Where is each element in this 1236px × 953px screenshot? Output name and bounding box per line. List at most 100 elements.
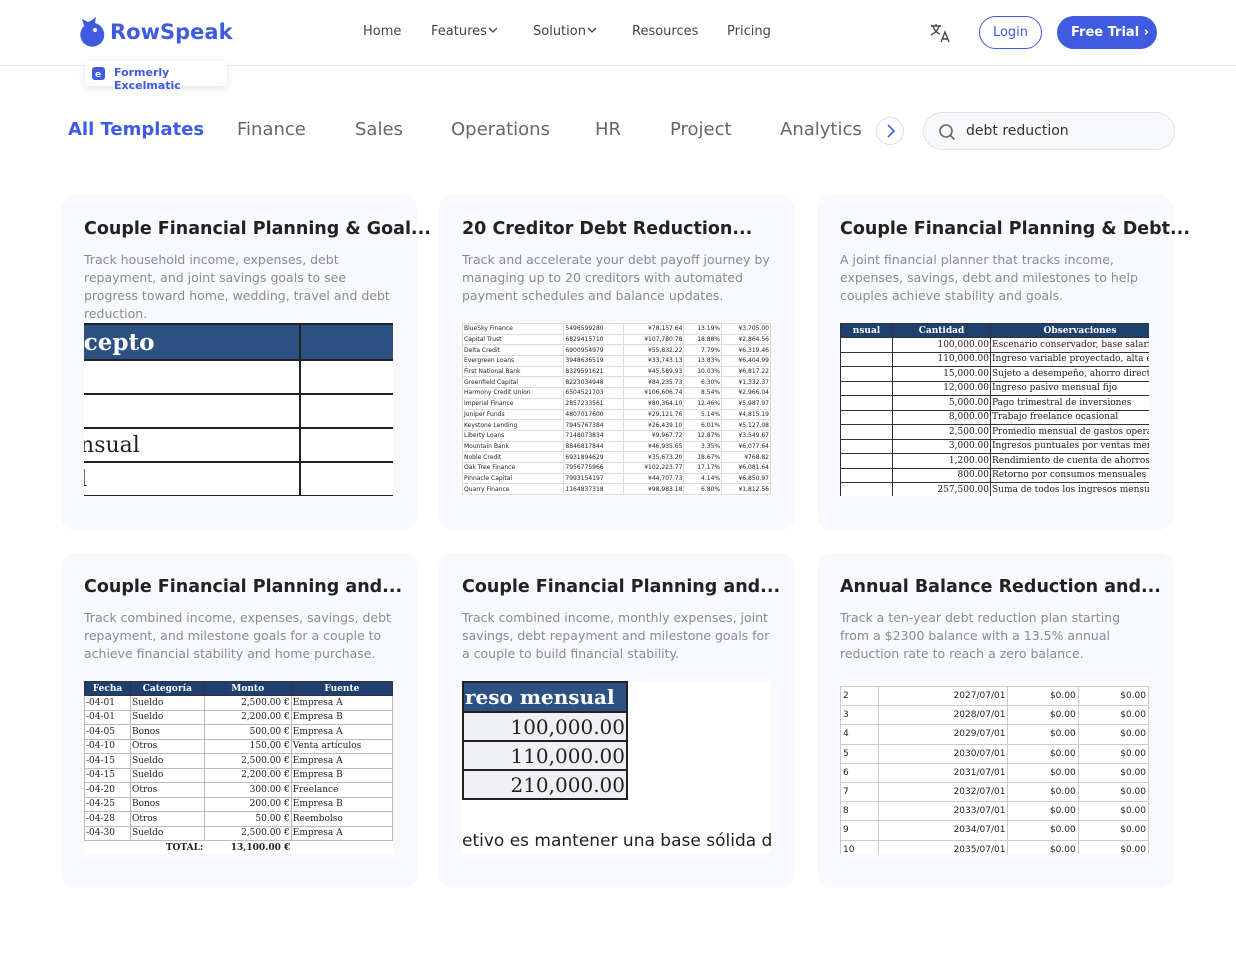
category-tab[interactable]: Analytics [780,119,862,140]
cell [840,395,893,411]
row: ensual [84,427,393,463]
cell: ¥2,966.04 [721,387,771,399]
category-tab[interactable]: Project [670,119,732,140]
cell: 150.00 € [203,738,292,754]
cell: 18.88% [683,333,723,346]
row: -04-01 Sueldo 2,200.00 € Empresa B [84,709,393,725]
cell: 12.46% [683,397,723,410]
cell: 2,500.00 [892,424,991,440]
template-card[interactable]: Couple Financial Planning & Debt... A joi… [817,195,1190,530]
nav-label: Resources [632,24,699,39]
preview-table: nsual Cantidad Observaciones 100,000.00 Esce… [840,323,1149,496]
cell: -04-01 [84,695,131,711]
cell: Evergreen Loans [462,355,565,367]
nav-link[interactable]: Features [431,24,499,39]
row [84,393,393,429]
chevron [488,27,498,33]
card-title: 20 Creditor Debt Reduction... [462,219,753,239]
row: Greenfield Capital 8223034948 ¥84,235.73 6.… [462,376,771,389]
preview-note: etivo es mantener una base sólida d [462,831,771,851]
template-card[interactable]: Couple Financial Planning & Goal... Track… [61,195,431,530]
preview-table: reso mensual 100,000.00 110,000.00 210,000.… [462,681,628,800]
row: 5,000.00 Pago trimestral de inversiones [840,395,1149,411]
cell: 8.54% [683,387,723,399]
template-card[interactable]: Couple Financial Planning and... Track co… [439,553,795,888]
row: -04-25 Bonos 200.00 € Empresa B [84,796,393,812]
cell: 100,000.00 [892,337,991,353]
cell: Otros [129,738,205,754]
cell: ¥84,235.73 [623,376,685,389]
category-tab[interactable]: Operations [451,119,550,140]
cell: 12,000.00 [892,380,991,396]
search-box[interactable]: debt reduction [923,112,1175,150]
cell: ensual [84,427,301,463]
badge-text: Formerly Excelmatic [114,66,181,92]
nav-link[interactable]: Pricing [727,24,771,39]
cell [840,380,893,396]
cell: 2,500.00 € [203,753,292,769]
button-label: Free Trial [1071,25,1140,40]
cell: $0.00 [1077,724,1149,745]
cell: $0.00 [1077,705,1149,726]
cell: Otros [129,782,205,798]
row: 12,000.00 Ingreso pasivo mensual fijo [840,380,1149,396]
row: 8,000.00 Trabajo freelance ocasional [840,409,1149,425]
cell: 2027/07/01 [877,685,1009,707]
card-description: Track household income, expenses, debt r… [84,252,390,321]
cell: 300.00 € [203,782,292,798]
cell: Escenario conservador, base salarial c [990,337,1149,353]
cell: 257,500.00 [892,482,991,496]
card-title: Couple Financial Planning and... [462,577,781,597]
row: -04-05 Bonos 500.00 € Empresa A [84,724,393,740]
cell: 2029/07/01 [877,724,1009,745]
category-tab[interactable]: All Templates [68,119,205,140]
template-preview: 2 2027/07/01 $0.00 $0.00 3 2028/07/01 $0.00 $0.… [840,681,1149,854]
cell: 13,100.00 € [230,843,291,853]
cell: 4807017600 [563,408,625,421]
cell: 2031/07/01 [877,762,1009,783]
row: 2,500.00 Promedio mensual de gastos opera… [840,424,1149,440]
row: -04-30 Sueldo 2,500.00 € Empresa A [84,825,393,841]
template-card[interactable]: 20 Creditor Debt Reduction... Track and a… [439,195,795,530]
cell: Delta Credit [462,344,565,357]
cell: Ingresos puntuales por ventas menor [990,438,1149,454]
category-tab[interactable]: Sales [355,119,403,140]
category-tab[interactable]: Finance [237,119,306,140]
template-card[interactable]: Annual Balance Reduction and... Track a t… [817,553,1173,888]
cell: 1164837318 [563,483,625,495]
cell: 3 [840,705,879,726]
cell [840,482,893,496]
category-tab[interactable]: HR [595,119,622,140]
row: First National Bank 8329591621 ¥45,589.93 1… [462,365,771,378]
login-button[interactable]: Login [979,16,1042,49]
tabs-next-button[interactable] [875,116,905,146]
cell: Retorno por consumos mensuales [990,467,1149,483]
row: 100,000.00 [462,711,628,742]
cell: $0.00 [1007,762,1079,783]
row: 4 2029/07/01 $0.00 $0.00 [840,724,1149,745]
brand[interactable]: RowSpeak [110,20,233,44]
cell: ¥9,967.72 [623,429,685,442]
cell: 2,500.00 € [203,825,292,841]
cell: 5.14% [683,408,723,421]
language-icon[interactable] [929,22,951,44]
free-trial-button[interactable]: Free Trial › [1057,16,1157,49]
template-preview: BlueSky Finance 5496599280 ¥78,157.64 13.19… [462,323,771,496]
row: 1,200.00 Rendimiento de cuenta de ahorros [840,453,1149,469]
nav-link[interactable]: Solution [533,24,598,39]
card-description: A joint financial planner that tracks in… [840,252,1138,303]
nav-link[interactable]: Home [363,24,401,39]
cell: 7993154197 [563,472,625,485]
svg-text:e: e [95,70,101,80]
cell: Reembolso [290,811,393,827]
cell: 8 [840,801,879,822]
search-icon [939,124,956,141]
cell: $0.00 [1077,685,1149,707]
cell: ¥6,319.46 [721,344,771,357]
nav-link[interactable]: Resources [632,24,698,39]
cell: ¥29,121.76 [623,408,685,421]
row: 7 2032/07/01 $0.00 $0.00 [840,781,1149,803]
header-cell: Fuente [290,681,393,696]
cell: 6 [840,762,879,783]
template-card[interactable]: Couple Financial Planning and... Track co… [61,553,417,888]
